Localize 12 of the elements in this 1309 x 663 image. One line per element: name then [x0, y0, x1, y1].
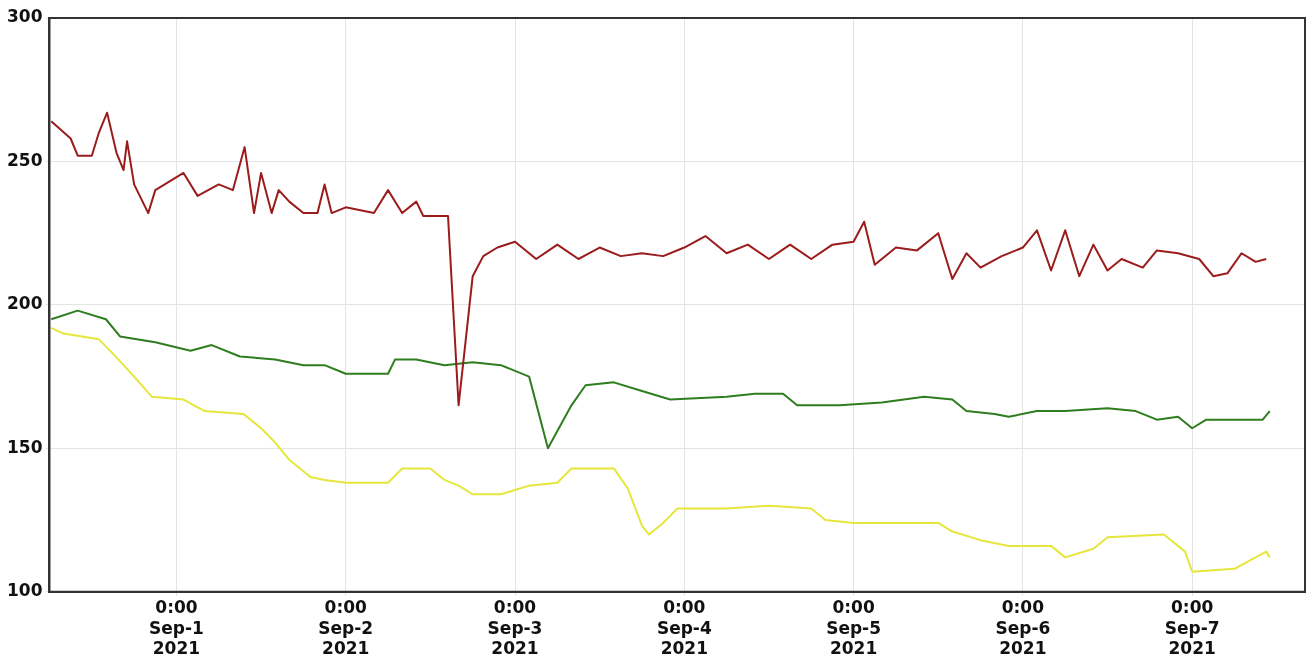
- x-tick-label: 0:00 Sep-4 2021: [656, 597, 712, 659]
- x-tick-label: 0:00 Sep-1 2021: [149, 597, 204, 659]
- y-tick-label: 200: [6, 293, 43, 314]
- x-tick-label: 0:00 Sep-3 2021: [487, 597, 543, 659]
- y-tick-label: 250: [6, 149, 43, 170]
- y-tick-label: 300: [6, 6, 43, 27]
- x-tick-label: 0:00 Sep-5 2021: [826, 597, 881, 659]
- y-tick-label: 150: [6, 436, 43, 457]
- x-tick-label: 0:00 Sep-7 2021: [1164, 597, 1220, 659]
- x-tick-label: 0:00 Sep-6 2021: [995, 597, 1051, 659]
- y-tick-label: 100: [6, 580, 43, 601]
- x-tick-label: 0:00 Sep-2 2021: [318, 597, 374, 659]
